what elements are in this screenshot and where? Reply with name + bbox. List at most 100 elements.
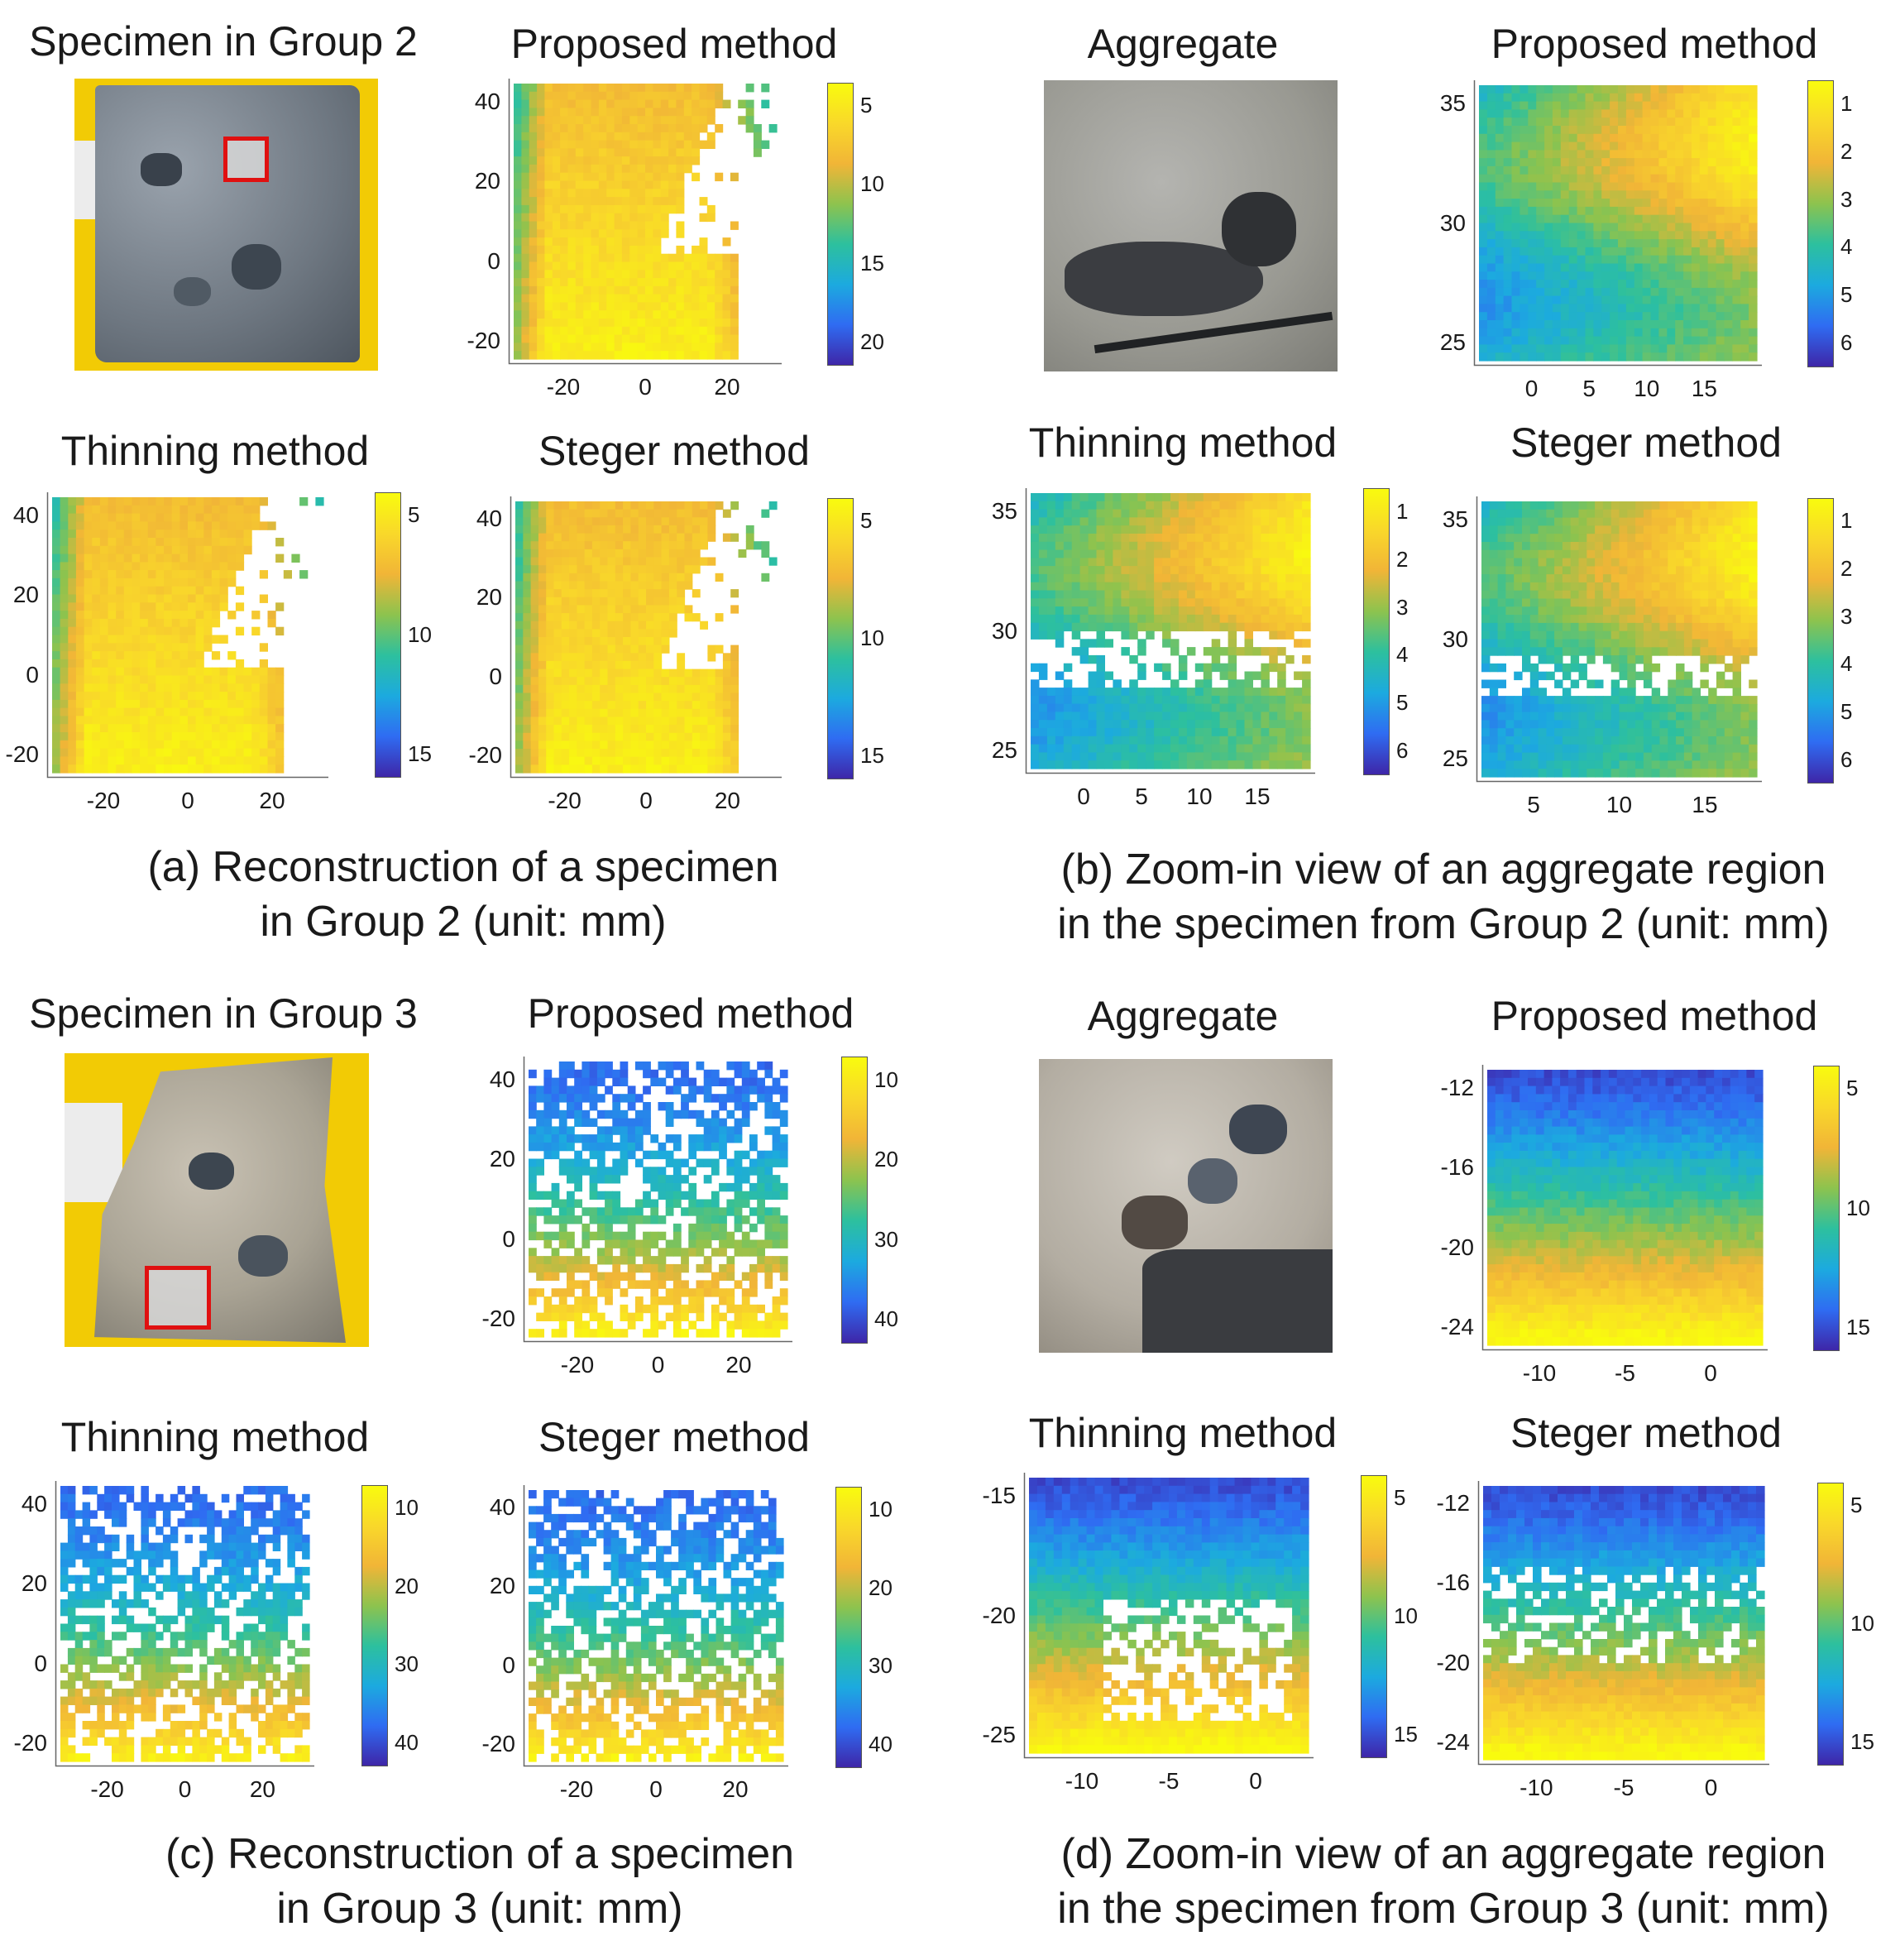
heatmap-cell	[1113, 549, 1122, 558]
heatmap-cell	[584, 517, 593, 526]
heatmap-cell	[92, 659, 101, 669]
heatmap-cell	[1707, 150, 1717, 159]
heatmap-cell	[661, 549, 670, 558]
heatmap-cell	[591, 549, 601, 558]
heatmap-cell	[75, 545, 85, 555]
heatmap-cell	[569, 517, 577, 526]
heatmap-cell	[179, 675, 189, 684]
heatmap-cell	[1568, 263, 1578, 272]
heatmap-cell	[1536, 287, 1545, 297]
heatmap-cell	[1618, 223, 1627, 232]
heatmap-cell	[584, 701, 593, 710]
heatmap-cell	[1724, 165, 1733, 175]
heatmap-cell	[116, 683, 125, 692]
heatmap-cell	[1528, 85, 1537, 94]
heatmap-cell	[1642, 150, 1652, 159]
heatmap-cell	[621, 310, 630, 319]
heatmap-cell	[1294, 614, 1303, 624]
heatmap-cell	[521, 270, 530, 279]
heatmap-cell	[538, 725, 547, 734]
heatmap-cell	[646, 645, 654, 654]
heatmap-cell	[1675, 344, 1684, 353]
heatmap-cell	[1277, 720, 1286, 729]
heatmap-cell	[1261, 712, 1270, 721]
heatmap-cell	[1625, 117, 1635, 127]
heatmap-cell	[92, 626, 101, 636]
heatmap-cell	[164, 626, 173, 636]
caption: (a) Reconstruction of a specimen in Grou…	[74, 840, 852, 949]
heatmap-cell	[1178, 744, 1188, 753]
heatmap-cells	[1031, 493, 1311, 769]
heatmap-cell	[646, 669, 654, 678]
heatmap-cell	[1642, 85, 1652, 94]
heatmap-cell	[116, 586, 125, 596]
heatmap-cell	[1503, 141, 1513, 151]
heatmap-cell	[1096, 590, 1105, 599]
heatmap-cell	[1294, 744, 1303, 753]
heatmap-cell	[600, 613, 609, 622]
heatmap-cell	[514, 116, 522, 125]
heatmap-cell	[1560, 117, 1570, 127]
heatmap-cell	[645, 140, 653, 149]
heatmap-cell	[546, 708, 555, 717]
heatmap-cell	[1683, 158, 1692, 167]
heatmap-cell	[1252, 695, 1261, 705]
heatmap-cell	[60, 513, 69, 522]
heatmap-cell	[706, 132, 715, 141]
heatmap-cell	[1724, 336, 1733, 345]
heatmap-cell	[715, 351, 724, 360]
heatmap-cell	[1699, 271, 1709, 280]
heatmap-cell	[1577, 117, 1587, 127]
chart-b-thinning	[1025, 488, 1315, 774]
heatmap-cell	[1104, 558, 1113, 567]
heatmap-cell	[730, 645, 739, 654]
heatmap-cell	[638, 764, 647, 774]
heatmap-cell	[92, 570, 101, 579]
heatmap-cell	[1544, 101, 1553, 110]
heatmap-cell	[1625, 182, 1635, 191]
heatmap-cell	[1560, 263, 1570, 272]
heatmap-cell	[1560, 231, 1570, 240]
heatmap-cell	[1650, 141, 1659, 151]
heatmap-cell	[699, 334, 708, 343]
heatmap-cell	[645, 99, 653, 108]
heatmap-cell	[1121, 647, 1130, 656]
heatmap-cell	[692, 533, 701, 542]
heatmap-cell	[1650, 336, 1659, 345]
heatmap-cell	[1186, 752, 1196, 761]
heatmap-cell	[715, 677, 724, 686]
heatmap-cell	[514, 261, 522, 271]
heatmap-cell	[227, 692, 237, 701]
heatmap-cell	[668, 716, 677, 726]
heatmap-cell	[1031, 720, 1040, 729]
heatmap-cell	[583, 326, 592, 336]
heatmap-cell	[699, 99, 708, 108]
heatmap-cell	[164, 618, 173, 628]
heatmap-cell	[1046, 760, 1056, 769]
heatmap-cell	[1261, 647, 1270, 656]
heatmap-cell	[1749, 295, 1758, 304]
heatmap-cell	[1528, 117, 1537, 127]
heatmap-cell	[538, 669, 547, 678]
heatmap-cell	[1104, 752, 1113, 761]
heatmap-cell	[1162, 582, 1171, 592]
heatmap-cell	[84, 594, 93, 603]
heatmap-cell	[1593, 271, 1602, 280]
heatmap-cell	[660, 197, 669, 206]
heatmap-cell	[1031, 517, 1040, 526]
heatmap-cell	[623, 677, 631, 686]
heatmap-cell	[227, 732, 237, 741]
heatmap-cell	[561, 692, 570, 702]
heatmap-cell	[251, 667, 261, 677]
heatmap-cell	[132, 618, 141, 628]
heatmap-cell	[653, 517, 663, 526]
heatmap-cell	[523, 669, 532, 678]
heatmap-cell	[567, 229, 577, 238]
heatmap-cell	[692, 732, 701, 741]
heatmap-cell	[1121, 736, 1130, 745]
heatmap-cell	[606, 156, 615, 165]
heatmap-cell	[1088, 639, 1098, 648]
heatmap-cell	[1219, 582, 1229, 592]
heatmap-cell	[668, 124, 677, 133]
heatmap-cell	[668, 310, 677, 319]
